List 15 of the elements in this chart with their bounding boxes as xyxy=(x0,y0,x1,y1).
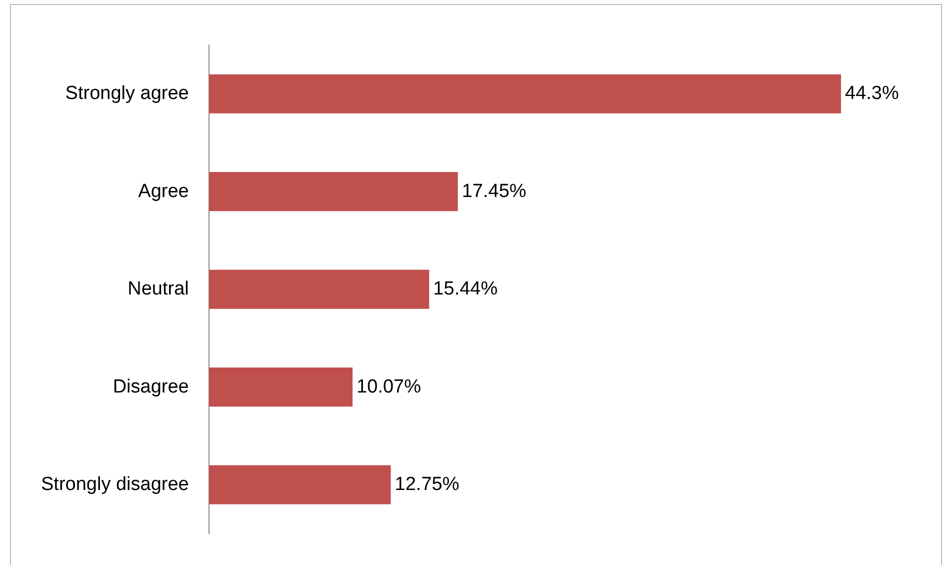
data-label: 15.44% xyxy=(433,278,498,300)
data-label: 12.75% xyxy=(394,474,460,495)
bar xyxy=(208,270,430,309)
bar xyxy=(208,172,458,212)
bar xyxy=(208,465,391,504)
y-tick-label: Neutral xyxy=(128,278,189,300)
data-label: 44.3% xyxy=(845,83,899,104)
data-label: 10.07% xyxy=(356,376,422,398)
y-tick-label: Strongly disagree xyxy=(40,474,189,495)
y-tick-label: Agree xyxy=(138,180,189,202)
data-label: 17.45% xyxy=(462,180,526,202)
y-tick-label: Strongly agree xyxy=(65,83,189,104)
bar xyxy=(208,367,353,407)
bar xyxy=(208,74,842,114)
y-tick-label: Disagree xyxy=(112,376,189,398)
